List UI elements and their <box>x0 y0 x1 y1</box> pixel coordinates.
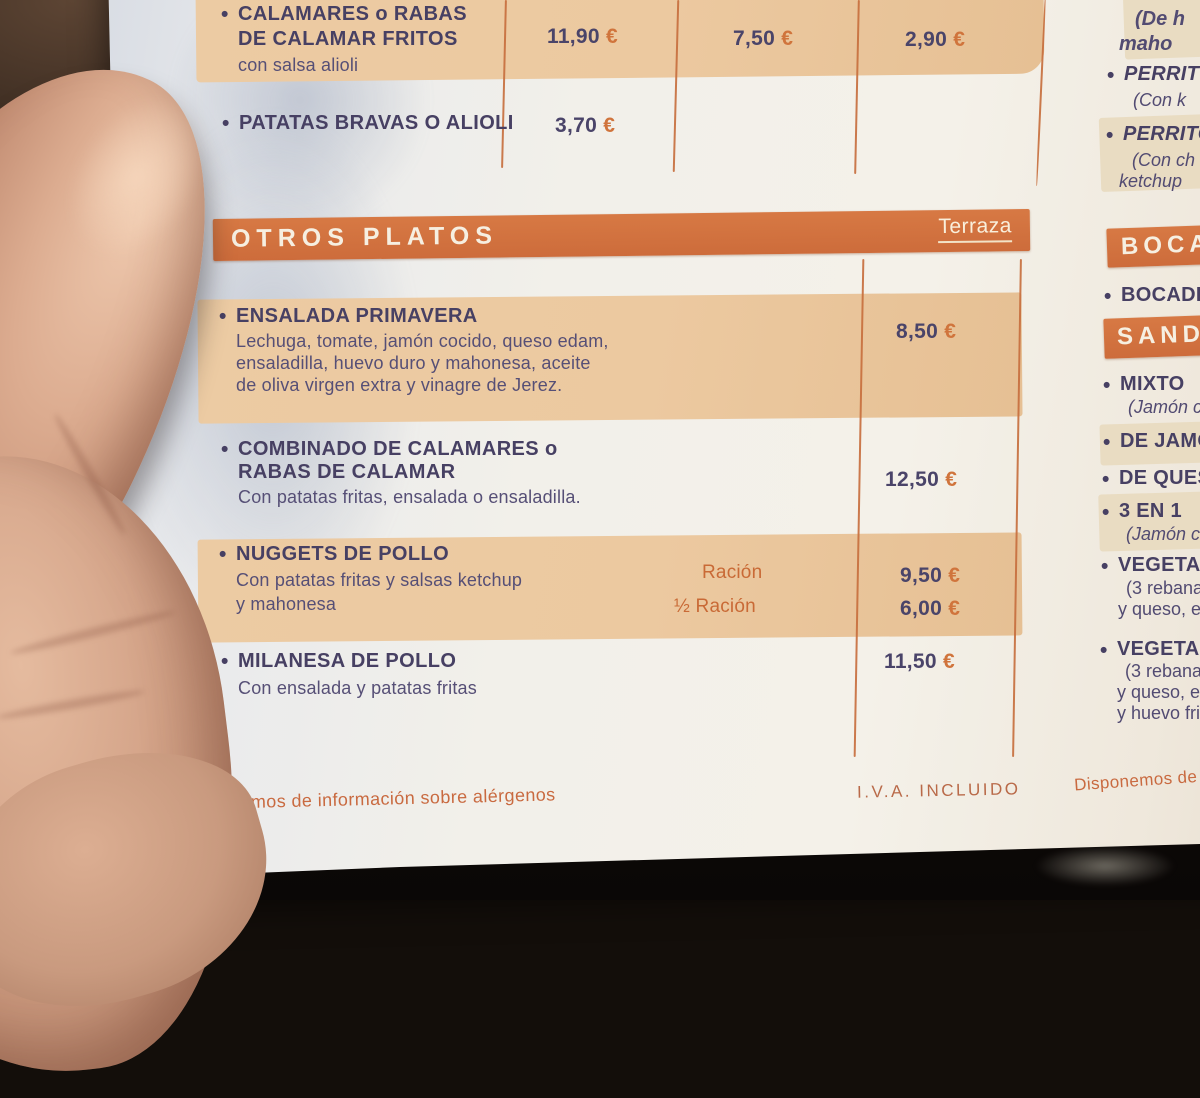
allergen-notice-right: Disponemos de info <box>1073 765 1200 795</box>
terraza-column-header: Terraza <box>938 214 1013 244</box>
euro-sign: € <box>606 25 619 48</box>
bullet: • <box>221 650 229 673</box>
menu-item-title: DE CALAMAR FRITOS <box>238 28 458 50</box>
right-item-desc: y huevo frit <box>1117 703 1200 723</box>
menu-item-price: 11,90 € <box>547 25 618 49</box>
right-item-title: VEGETAL M <box>1117 638 1200 660</box>
right-item-desc: (Jamón coc <box>1126 524 1200 544</box>
right-item-title: DE QUESO <box>1119 467 1200 489</box>
euro-sign: € <box>603 114 616 137</box>
menu-item-price: 3,70 € <box>555 114 615 138</box>
right-item-desc: (De h <box>1135 8 1185 30</box>
bullet: • <box>1106 124 1114 147</box>
bullet: • <box>1104 285 1112 308</box>
right-item-title: PERRIT <box>1124 63 1200 85</box>
menu-item-title: ENSALADA PRIMAVERA <box>236 305 478 327</box>
bullet: • <box>1101 555 1109 578</box>
euro-sign: € <box>948 564 961 587</box>
menu-content: • CALAMARES o RABAS DE CALAMAR FRITOS co… <box>181 0 1200 814</box>
bullet: • <box>219 305 227 328</box>
price-value: 6,00 <box>900 597 943 620</box>
right-item-title: PERRITO <box>1123 123 1200 145</box>
euro-sign: € <box>948 597 961 620</box>
menu-item-title: RABAS DE CALAMAR <box>238 461 456 483</box>
euro-sign: € <box>944 320 957 343</box>
bullet: • <box>219 543 227 566</box>
bullet: • <box>1100 639 1108 662</box>
menu-item-price: 11,50 € <box>884 650 955 674</box>
right-item-desc: y queso, esp <box>1117 682 1200 702</box>
right-item-desc: (Jamón co <box>1128 397 1200 417</box>
iva-notice: I.V.A. INCLUIDO <box>856 779 1021 802</box>
section-header-bocadillos: BOCA <box>1106 225 1200 268</box>
bullet: • <box>222 112 230 135</box>
table-reflection <box>1035 846 1175 886</box>
variant-label-racion: Ración <box>702 562 763 583</box>
menu-item-desc: y mahonesa <box>236 594 337 614</box>
price-value: 8,50 <box>896 320 939 343</box>
menu-item-desc: con salsa alioli <box>238 55 359 75</box>
euro-sign: € <box>953 28 966 51</box>
euro-sign: € <box>945 468 958 491</box>
menu-item-price: 6,00 € <box>900 597 960 621</box>
right-item-desc: (3 rebanad <box>1126 578 1200 598</box>
allergen-notice: Disponemos de información sobre alérgeno… <box>181 784 556 814</box>
menu-item-title: COMBINADO DE CALAMARES o <box>238 438 558 460</box>
bullet: • <box>1102 501 1110 524</box>
menu-item-desc: Con patatas fritas y salsas ketchup <box>236 570 523 590</box>
section-header-sandwiches: SAND <box>1103 315 1200 359</box>
right-item-desc: maho <box>1119 33 1173 55</box>
menu-item-title: NUGGETS DE POLLO <box>236 543 450 565</box>
menu-item-price: 8,50 € <box>896 320 956 344</box>
section-header-otros-platos: OTROS PLATOS Terraza <box>212 209 1031 261</box>
variant-label-media-racion: ½ Ración <box>674 596 756 617</box>
bullet: • <box>1103 431 1111 454</box>
price-value: 11,50 <box>884 650 937 673</box>
right-item-title: BOCADI <box>1121 284 1200 306</box>
price-value: 9,50 <box>900 564 943 587</box>
section-header-label: OTROS PLATOS <box>230 221 499 253</box>
bullet: • <box>1103 374 1111 397</box>
price-value: 11,90 <box>547 25 600 48</box>
menu-item-desc: Con patatas fritas, ensalada o ensaladil… <box>238 487 581 507</box>
right-item-desc: ketchup <box>1119 171 1183 191</box>
right-item-desc: y queso, es <box>1118 599 1200 619</box>
menu-item-price: 12,50 € <box>885 468 957 492</box>
price-value: 12,50 <box>885 468 940 491</box>
right-item-title: VEGETAL M <box>1118 554 1200 576</box>
right-item-desc: (Con k <box>1133 90 1187 110</box>
menu-item-title: CALAMARES o RABAS <box>238 3 468 25</box>
section-header-label: BOCA <box>1120 230 1200 261</box>
menu-item-desc: Con ensalada y patatas fritas <box>238 678 477 698</box>
price-value: 2,90 <box>905 28 948 51</box>
menu-item-desc: Lechuga, tomate, jamón cocido, queso eda… <box>236 331 609 351</box>
menu-item-desc: de oliva virgen extra y vinagre de Jerez… <box>236 375 563 395</box>
euro-sign: € <box>781 27 794 50</box>
price-value: 3,70 <box>555 114 598 137</box>
right-item-title: MIXTO <box>1120 373 1185 395</box>
right-item-desc: (3 rebanada <box>1125 661 1200 681</box>
bullet: • <box>221 438 229 461</box>
right-item-title: 3 EN 1 <box>1119 500 1182 522</box>
bullet: • <box>1107 64 1115 87</box>
bullet: • <box>1102 468 1110 491</box>
menu-item-title: MILANESA DE POLLO <box>238 650 457 672</box>
menu-item-title: PATATAS BRAVAS O ALIOLI <box>239 112 514 134</box>
menu-item-price: 9,50 € <box>900 564 960 588</box>
price-value: 7,50 <box>733 27 776 50</box>
euro-sign: € <box>943 650 956 673</box>
menu-item-desc: ensaladilla, huevo duro y mahonesa, acei… <box>236 353 591 373</box>
menu-item-price: 7,50 € <box>733 27 793 51</box>
menu-item-price: 2,90 € <box>905 28 965 52</box>
bullet: • <box>221 3 229 26</box>
section-header-label: SAND <box>1116 320 1200 351</box>
right-item-title: DE JAMÓ <box>1120 430 1200 452</box>
right-item-desc: (Con ch <box>1132 150 1196 170</box>
